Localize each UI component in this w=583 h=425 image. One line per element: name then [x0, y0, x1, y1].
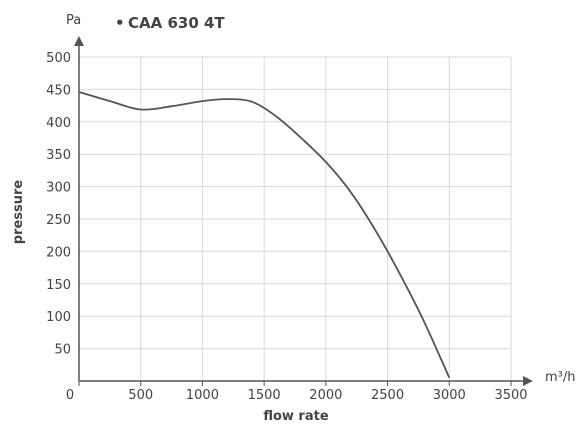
y-tick-label: 150	[46, 278, 71, 293]
x-tick-label: 0	[66, 388, 74, 403]
y-tick-label: 200	[46, 245, 71, 260]
y-tick-label: 500	[46, 51, 71, 66]
x-tick-label: 500	[128, 388, 153, 403]
y-tick-label: 400	[46, 116, 71, 131]
axes	[74, 36, 533, 386]
y-tick-label: 50	[54, 343, 71, 358]
x-tick-label: 3000	[433, 388, 466, 403]
x-tick-label: 3500	[494, 388, 527, 403]
x-axis-arrow	[523, 376, 533, 386]
y-tick-label: 450	[46, 83, 71, 98]
legend-bullet: •	[115, 14, 125, 32]
x-unit-label: m³/h	[545, 370, 576, 385]
x-tick-label: 1000	[186, 388, 219, 403]
x-tick-label: 1500	[248, 388, 281, 403]
grid	[79, 56, 512, 381]
x-axis-title: flow rate	[263, 409, 329, 424]
legend-series-name: CAA 630 4T	[128, 14, 225, 32]
y-tick-label: 250	[46, 213, 71, 228]
tick-labels: 0 500 1000 1500 2000 2500 3000 3500 50 100 150 200 2…	[46, 51, 527, 403]
y-tick-label: 350	[46, 148, 71, 163]
y-tick-label: 100	[46, 310, 71, 325]
y-axis-title: pressure	[11, 180, 26, 245]
x-tick-label: 2500	[371, 388, 404, 403]
series-layer	[78, 91, 451, 379]
y-tick-label: 300	[46, 181, 71, 196]
y-axis-arrow	[74, 36, 84, 46]
x-tick-label: 2000	[309, 388, 342, 403]
y-unit-label: Pa	[66, 13, 81, 28]
series-line-caa-630-4t	[78, 91, 451, 379]
